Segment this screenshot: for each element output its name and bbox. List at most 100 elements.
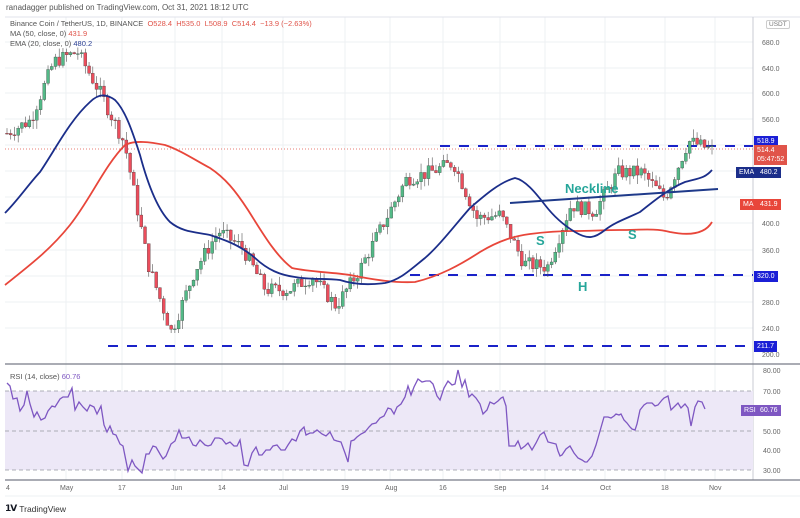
- candle[interactable]: [5, 133, 9, 135]
- candle[interactable]: [206, 248, 211, 254]
- candle[interactable]: [523, 260, 528, 267]
- candle[interactable]: [658, 185, 662, 189]
- ema-legend[interactable]: EMA (20, close, 0) 480.2: [10, 39, 312, 49]
- candle[interactable]: [9, 133, 13, 136]
- candle[interactable]: [158, 287, 162, 299]
- candle[interactable]: [430, 165, 434, 171]
- candle[interactable]: [497, 210, 502, 216]
- candle[interactable]: [124, 139, 129, 154]
- candle[interactable]: [367, 257, 371, 259]
- candle[interactable]: [132, 172, 136, 186]
- candle[interactable]: [76, 53, 80, 55]
- candle[interactable]: [307, 285, 311, 287]
- candle[interactable]: [128, 153, 132, 173]
- candle[interactable]: [639, 168, 643, 176]
- candle[interactable]: [605, 187, 610, 190]
- candle[interactable]: [352, 277, 356, 282]
- candle[interactable]: [91, 73, 95, 84]
- candle[interactable]: [229, 229, 233, 241]
- candle[interactable]: [702, 139, 707, 148]
- candle[interactable]: [527, 257, 531, 262]
- candle[interactable]: [288, 291, 293, 294]
- candle[interactable]: [665, 197, 669, 199]
- candle[interactable]: [646, 173, 651, 180]
- ema20-line[interactable]: [4, 94, 713, 286]
- candle[interactable]: [531, 257, 535, 269]
- candle[interactable]: [79, 52, 84, 54]
- candle[interactable]: [438, 166, 442, 173]
- candle[interactable]: [68, 52, 73, 55]
- candle[interactable]: [434, 170, 438, 173]
- candle[interactable]: [624, 167, 628, 178]
- candle[interactable]: [400, 185, 405, 198]
- candle[interactable]: [684, 153, 688, 162]
- candle[interactable]: [486, 217, 490, 221]
- candle[interactable]: [311, 279, 315, 286]
- candle[interactable]: [408, 177, 412, 186]
- candle[interactable]: [277, 284, 281, 292]
- candle[interactable]: [699, 139, 703, 145]
- candle[interactable]: [173, 328, 177, 330]
- candle[interactable]: [322, 280, 326, 285]
- candle[interactable]: [106, 96, 110, 116]
- candle[interactable]: [445, 160, 449, 163]
- candle[interactable]: [273, 283, 278, 286]
- candle[interactable]: [102, 85, 106, 97]
- candle[interactable]: [441, 160, 446, 167]
- left-shoulder-annotation[interactable]: S: [536, 233, 545, 248]
- candle[interactable]: [12, 134, 17, 136]
- candle[interactable]: [337, 306, 341, 309]
- candle[interactable]: [553, 252, 557, 263]
- candle[interactable]: [374, 232, 378, 242]
- candle[interactable]: [262, 274, 267, 290]
- candle[interactable]: [475, 210, 479, 219]
- candle[interactable]: [632, 165, 636, 177]
- candle[interactable]: [355, 278, 360, 282]
- candle[interactable]: [42, 83, 46, 100]
- candle[interactable]: [378, 224, 382, 233]
- candle[interactable]: [113, 119, 117, 121]
- candle[interactable]: [452, 167, 457, 172]
- candle[interactable]: [16, 128, 20, 136]
- candle[interactable]: [117, 120, 121, 139]
- candle[interactable]: [61, 52, 65, 66]
- rsi-line[interactable]: [6, 369, 706, 475]
- candle[interactable]: [706, 146, 710, 148]
- candle[interactable]: [590, 213, 595, 217]
- candle[interactable]: [546, 264, 550, 272]
- candle[interactable]: [46, 69, 50, 84]
- candle[interactable]: [147, 243, 151, 273]
- candle[interactable]: [404, 177, 408, 187]
- candle[interactable]: [710, 145, 714, 147]
- candle[interactable]: [341, 291, 345, 307]
- candle[interactable]: [180, 300, 184, 321]
- candle[interactable]: [505, 216, 509, 225]
- candle[interactable]: [329, 297, 334, 302]
- candle[interactable]: [176, 320, 181, 330]
- candle[interactable]: [520, 251, 524, 267]
- candle[interactable]: [38, 99, 43, 110]
- candle[interactable]: [285, 293, 289, 296]
- candle[interactable]: [270, 283, 274, 294]
- candle[interactable]: [50, 66, 54, 70]
- candle[interactable]: [680, 161, 684, 169]
- candle[interactable]: [561, 230, 565, 244]
- candle[interactable]: [98, 85, 102, 90]
- candle[interactable]: [217, 232, 222, 237]
- candle[interactable]: [139, 214, 143, 228]
- candle[interactable]: [244, 248, 248, 261]
- ma-legend[interactable]: MA (50, close, 0) 431.9: [10, 29, 312, 39]
- candle[interactable]: [31, 119, 35, 121]
- candle[interactable]: [296, 278, 300, 284]
- candle[interactable]: [109, 114, 114, 121]
- candle[interactable]: [326, 284, 330, 302]
- candle[interactable]: [397, 196, 401, 203]
- candle[interactable]: [635, 165, 640, 176]
- candle[interactable]: [389, 206, 393, 219]
- neckline-annotation[interactable]: Neckline: [565, 181, 618, 196]
- candle[interactable]: [628, 167, 632, 177]
- candle[interactable]: [83, 52, 87, 67]
- candle[interactable]: [594, 214, 599, 217]
- candle[interactable]: [512, 238, 516, 241]
